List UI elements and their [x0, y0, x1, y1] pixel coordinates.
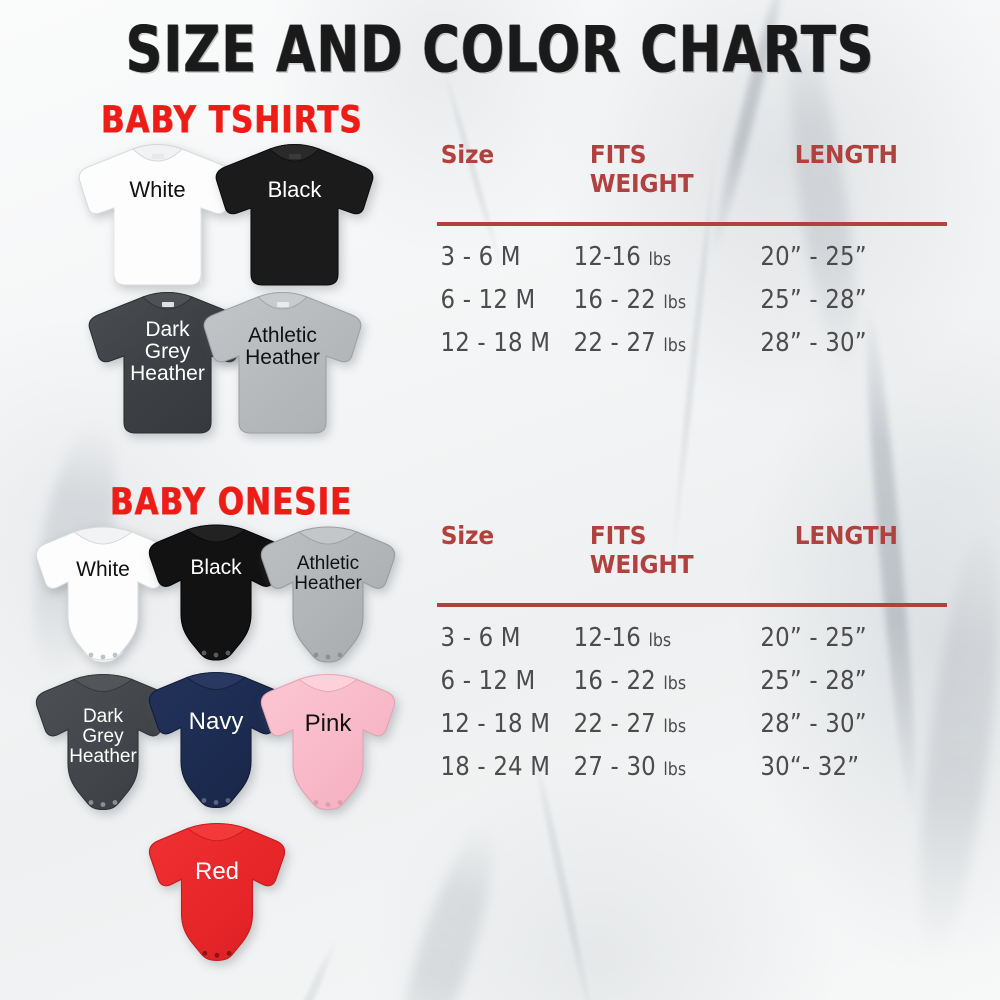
cell-size: 12 - 18 M — [440, 709, 551, 739]
cell-length: 25” - 28” — [760, 285, 867, 315]
cell-length: 28” - 30” — [760, 328, 867, 358]
table-divider — [437, 603, 947, 607]
cell-weight: 12-16 lbs — [574, 618, 729, 661]
cell-length: 28” - 30” — [760, 709, 867, 739]
table-header-row: Size FITS WEIGHT LENGTH — [437, 140, 911, 198]
cell-weight: 22 - 27 lbs — [574, 323, 729, 366]
cell-weight-unit: lbs — [663, 716, 687, 737]
cell-weight: 16 - 22 lbs — [574, 661, 729, 704]
swatch-onesie-athletic-heather: Athletic Heather — [258, 524, 398, 669]
table-row: 6 - 12 M 16 - 22 lbs 25” - 28” — [437, 661, 886, 704]
table-header-row: Size FITS WEIGHT LENGTH — [437, 521, 911, 579]
cell-weight-unit: lbs — [663, 673, 687, 694]
cell-weight-value: 22 - 27 — [573, 328, 656, 358]
swatch-tshirt-athletic-heather: Athletic Heather — [200, 291, 365, 436]
tshirt-shape — [203, 291, 362, 434]
cell-size: 3 - 6 M — [440, 242, 521, 272]
cell-length: 25” - 28” — [760, 666, 867, 696]
column-header-length: LENGTH — [794, 521, 898, 550]
tshirt-shape — [78, 143, 237, 286]
onesie-shape — [260, 673, 396, 811]
size-table-baby-tshirts: Size FITS WEIGHT LENGTH 3 - 6 M 12-16 lb… — [437, 140, 947, 366]
column-header-weight: FITS WEIGHT — [589, 140, 694, 198]
swatch-tshirt-black: Black — [212, 143, 377, 288]
cell-weight-unit: lbs — [648, 249, 672, 270]
swatch-onesie-red: Red — [146, 818, 288, 970]
cell-weight-unit: lbs — [663, 292, 687, 313]
cell-size: 12 - 18 M — [440, 328, 551, 358]
onesie-shape — [148, 822, 286, 961]
cell-weight-unit: lbs — [648, 630, 672, 651]
cell-weight-unit: lbs — [663, 759, 687, 780]
section-title-baby-onesie: BABY ONESIE — [110, 480, 353, 524]
cell-length: 30“- 32” — [760, 752, 860, 782]
size-table-baby-onesie: Size FITS WEIGHT LENGTH 3 - 6 M 12-16 lb… — [437, 521, 947, 790]
column-header-size: Size — [440, 521, 494, 550]
cell-weight-value: 22 - 27 — [573, 709, 656, 739]
table-row: 12 - 18 M 22 - 27 lbs 28” - 30” — [437, 323, 886, 366]
table-row: 18 - 24 M 27 - 30 lbs 30“- 32” — [437, 747, 886, 790]
cell-size: 6 - 12 M — [440, 285, 536, 315]
cell-weight: 12-16 lbs — [574, 237, 729, 280]
page-title: SIZE AND COLOR CHARTS — [125, 12, 875, 87]
tshirt-shape — [215, 143, 374, 286]
swatch-onesie-pink: Pink — [258, 670, 398, 818]
cell-weight: 27 - 30 lbs — [574, 747, 729, 790]
cell-size: 3 - 6 M — [440, 623, 521, 653]
column-header-size: Size — [440, 140, 494, 169]
table-row: 6 - 12 M 16 - 22 lbs 25” - 28” — [437, 280, 886, 323]
onesie-shape — [148, 671, 284, 809]
cell-weight-value: 12-16 — [573, 623, 642, 653]
column-header-weight: FITS WEIGHT — [589, 521, 694, 579]
cell-size: 6 - 12 M — [440, 666, 536, 696]
cell-size: 18 - 24 M — [440, 752, 551, 782]
column-header-length: LENGTH — [794, 140, 898, 169]
table-divider — [437, 222, 947, 226]
table-row: 3 - 6 M 12-16 lbs 20” - 25” — [437, 237, 886, 280]
cell-weight-value: 27 - 30 — [573, 752, 656, 782]
table-row: 12 - 18 M 22 - 27 lbs 28” - 30” — [437, 704, 886, 747]
cell-weight: 16 - 22 lbs — [574, 280, 729, 323]
cell-weight-value: 16 - 22 — [573, 285, 656, 315]
cell-weight-value: 12-16 — [573, 242, 642, 272]
onesie-shape — [35, 526, 171, 663]
onesie-shape — [148, 524, 284, 661]
cell-length: 20” - 25” — [760, 623, 867, 653]
section-title-baby-tshirts: BABY TSHIRTS — [101, 98, 363, 142]
cell-weight-value: 16 - 22 — [573, 666, 656, 696]
cell-weight: 22 - 27 lbs — [574, 704, 729, 747]
cell-length: 20” - 25” — [760, 242, 867, 272]
onesie-shape — [35, 673, 171, 811]
cell-weight-unit: lbs — [663, 335, 687, 356]
table-row: 3 - 6 M 12-16 lbs 20” - 25” — [437, 618, 886, 661]
onesie-shape — [260, 526, 396, 663]
